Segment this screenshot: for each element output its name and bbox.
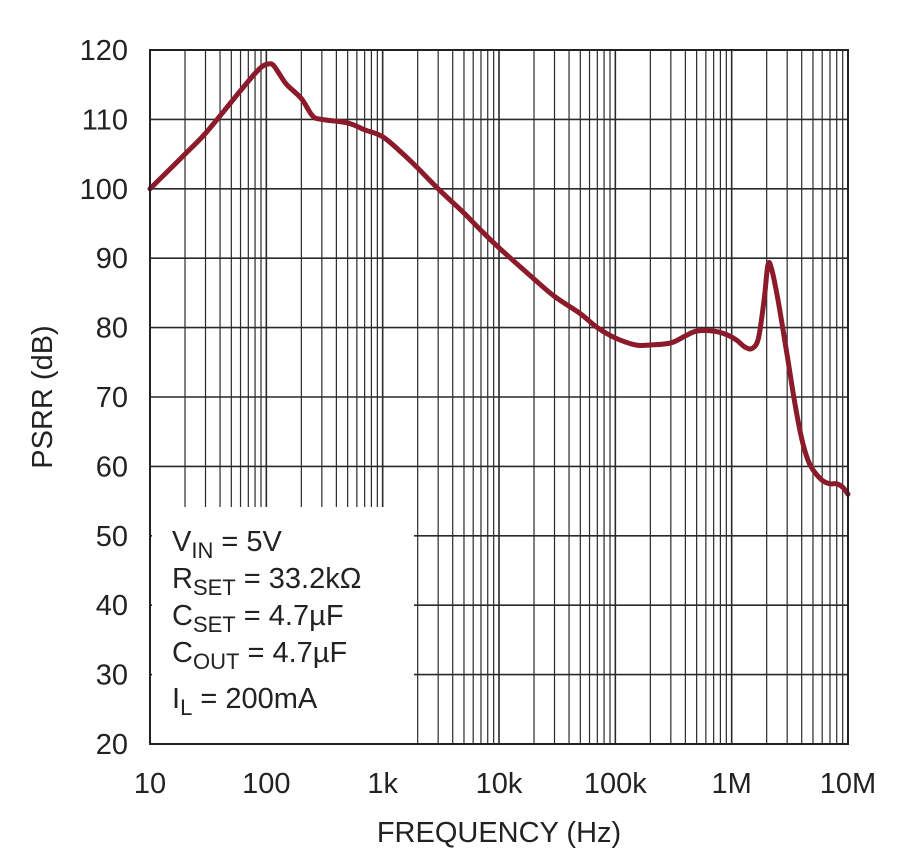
y-tick-label: 30 (96, 660, 128, 692)
x-tick-label: 100 (242, 768, 290, 800)
y-tick-label: 60 (96, 451, 128, 483)
y-axis-label: PSRR (dB) (27, 325, 59, 468)
y-tick-label: 100 (80, 174, 128, 206)
x-tick-labels: 10 100 1k 10k 100k 1M 10M (134, 768, 876, 800)
x-tick-label: 1k (367, 768, 398, 800)
y-tick-label: 120 (80, 35, 128, 67)
legend-cout: COUT = 4.7µF (172, 637, 347, 674)
legend-il: IL = 200mA (172, 683, 318, 720)
legend-box: VIN = 5V RSET = 33.2kΩ CSET = 4.7µF COUT… (152, 507, 414, 743)
x-axis-label: FREQUENCY (Hz) (377, 817, 621, 849)
x-tick-label: 10M (820, 768, 876, 800)
y-tick-labels: 20 30 40 50 60 70 80 90 100 110 120 (80, 35, 128, 761)
y-tick-label: 70 (96, 382, 128, 414)
y-tick-label: 50 (96, 521, 128, 553)
legend-vin: VIN = 5V (172, 526, 283, 563)
x-tick-label: 10k (476, 768, 523, 800)
psrr-series-line (147, 61, 851, 497)
x-tick-label: 100k (584, 768, 647, 800)
x-tick-label: 10 (134, 768, 166, 800)
legend-rset: RSET = 33.2kΩ (172, 563, 361, 600)
x-tick-label: 1M (712, 768, 752, 800)
y-tick-label: 110 (82, 104, 128, 136)
legend-cset: CSET = 4.7µF (172, 600, 344, 637)
y-tick-label: 90 (96, 243, 128, 275)
y-tick-label: 40 (96, 590, 128, 622)
plot-frame (149, 49, 849, 745)
y-tick-label: 20 (96, 729, 128, 761)
legend-background (152, 507, 414, 743)
y-tick-label: 80 (96, 313, 128, 345)
